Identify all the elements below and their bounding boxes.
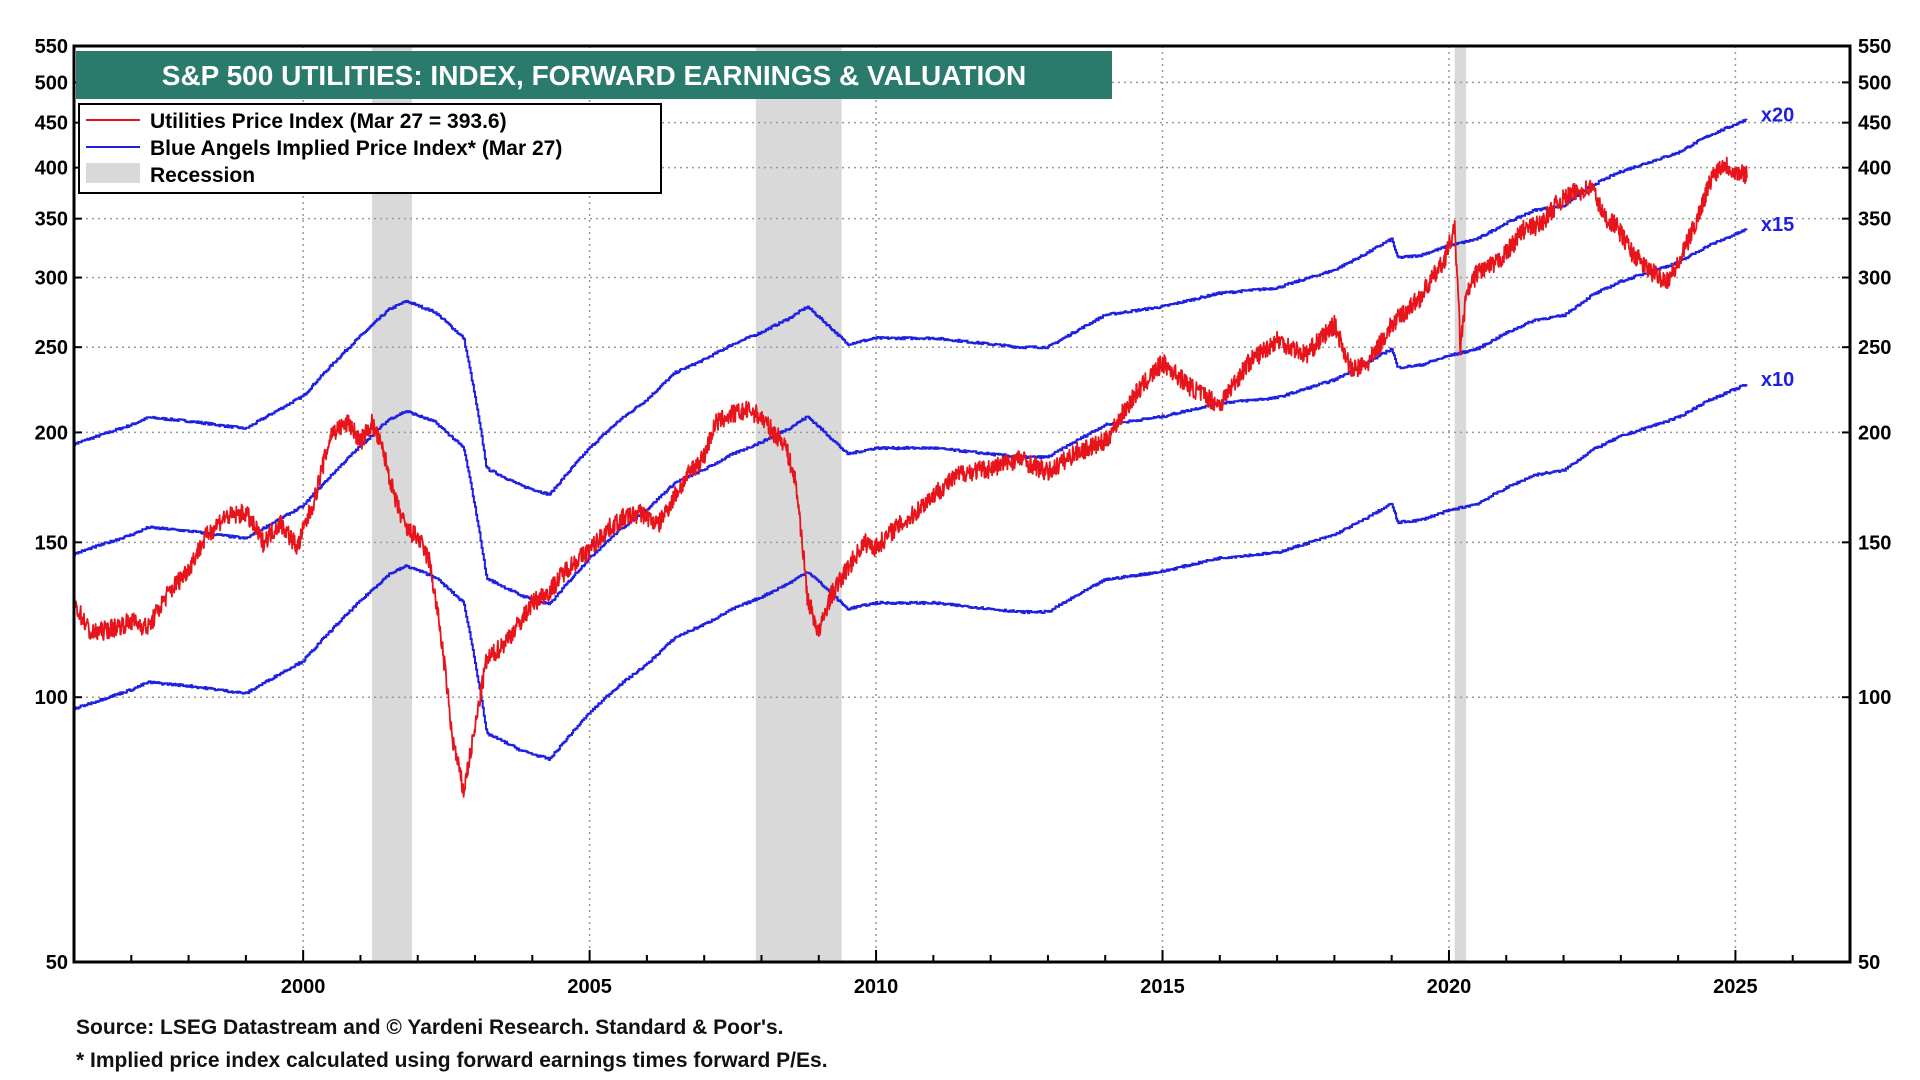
- plot-frame: [72, 44, 1852, 964]
- legend-box: [78, 103, 662, 194]
- series-line-price-index: [73, 156, 1748, 798]
- multiplier-labels: x20 x15 x10: [1761, 104, 1794, 391]
- x-tick-label: 2020: [1427, 976, 1472, 998]
- legend-label-implied-index: Blue Angels Implied Price Index* (Mar 27…: [150, 137, 562, 160]
- x-tick-label: 2005: [567, 976, 612, 998]
- legend-label-price-index: Utilities Price Index (Mar 27 = 393.6): [150, 110, 507, 133]
- series-line-x20: [74, 118, 1748, 496]
- legend: Utilities Price Index (Mar 27 = 393.6) B…: [78, 103, 662, 194]
- y-tick-label-right: 100: [1858, 687, 1891, 709]
- legend-swatch-recession: [86, 163, 140, 183]
- y-tick-label-left: 550: [35, 36, 68, 58]
- title-banner: [76, 51, 1112, 99]
- axes: 50 50 100 100 150 150 200 200 250 250 300 300 350 350…: [35, 36, 1892, 998]
- recession-band-2: [1454, 46, 1467, 962]
- y-tick-label-right: 350: [1858, 209, 1891, 231]
- y-tick-label-left: 150: [35, 532, 68, 554]
- series-group: [73, 118, 1748, 798]
- x-tick-label: 2015: [1140, 976, 1185, 998]
- y-tick-label-left: 400: [35, 158, 68, 180]
- y-tick-label-right: 300: [1858, 268, 1891, 290]
- y-tick-label-left: 250: [35, 337, 68, 359]
- y-tick-label-left: 500: [35, 72, 68, 94]
- y-tick-label-right: 150: [1858, 532, 1891, 554]
- y-tick-label-right: 450: [1858, 113, 1891, 135]
- y-tick-label-right: 50: [1858, 952, 1880, 974]
- y-tick-label-right: 500: [1858, 72, 1891, 94]
- series-line-x10: [74, 384, 1748, 761]
- y-tick-label-left: 100: [35, 687, 68, 709]
- implied-footnote: * Implied price index calculated using f…: [76, 1049, 828, 1072]
- legend-label-recession: Recession: [150, 164, 255, 187]
- recession-band-0: [371, 46, 413, 962]
- x-tick-label: 2000: [281, 976, 326, 998]
- y-tick-label-right: 200: [1858, 422, 1891, 444]
- y-tick-label-left: 50: [46, 952, 68, 974]
- chart-title: S&P 500 UTILITIES: INDEX, FORWARD EARNIN…: [162, 60, 1026, 91]
- y-tick-label-right: 400: [1858, 158, 1891, 180]
- y-tick-label-left: 300: [35, 268, 68, 290]
- source-note: Source: LSEG Datastream and © Yardeni Re…: [76, 1016, 784, 1039]
- series-line-x15: [74, 228, 1748, 606]
- multiplier-label-x20: x20: [1761, 104, 1794, 126]
- multiplier-label-x10: x10: [1761, 369, 1794, 391]
- y-tick-label-left: 200: [35, 422, 68, 444]
- x-tick-label: 2025: [1713, 976, 1758, 998]
- y-tick-label-right: 250: [1858, 337, 1891, 359]
- y-tick-label-left: 350: [35, 209, 68, 231]
- x-tick-label: 2010: [854, 976, 899, 998]
- multiplier-label-x15: x15: [1761, 214, 1794, 236]
- y-tick-label-left: 450: [35, 113, 68, 135]
- y-tick-label-right: 550: [1858, 36, 1891, 58]
